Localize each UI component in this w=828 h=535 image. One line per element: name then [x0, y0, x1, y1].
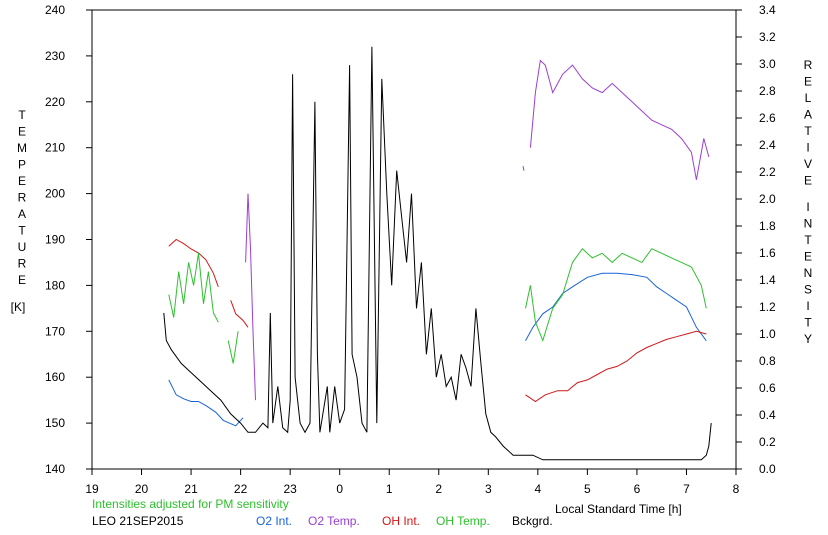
x-tick-label: 8: [733, 482, 740, 496]
right-axis-letter: S: [804, 283, 812, 297]
right-axis-letter: R: [804, 58, 813, 72]
series-line-o2-int: [525, 272, 707, 342]
left-axis-letter: R: [18, 191, 27, 205]
right-axis-letter: N: [804, 266, 813, 280]
left-tick-label: 170: [45, 324, 65, 338]
right-tick-label: 1.4: [759, 273, 776, 287]
left-axis-letter: R: [18, 257, 27, 271]
right-tick-label: 0.4: [759, 408, 776, 422]
left-tick-label: 200: [45, 187, 65, 201]
x-tick-label: 4: [535, 482, 542, 496]
x-tick-label: 21: [184, 482, 198, 496]
x-tick-label: 19: [85, 482, 99, 496]
left-axis-unit: [K]: [11, 300, 26, 314]
right-tick-label: 2.4: [759, 138, 776, 152]
left-axis-letter: P: [18, 158, 26, 172]
series-line-o2-temp: [522, 165, 525, 171]
left-tick-label: 190: [45, 233, 65, 247]
left-tick-label: 150: [45, 416, 65, 430]
series-line-oh-temp: [525, 247, 707, 342]
right-tick-label: 1.0: [759, 327, 776, 341]
right-axis-letter: E: [804, 250, 812, 264]
left-tick-label: 160: [45, 370, 65, 384]
right-tick-label: 1.6: [759, 246, 776, 260]
legend-oh-temp: OH Temp.: [436, 514, 490, 528]
series-line-oh-int: [168, 238, 219, 287]
right-axis-letter: V: [804, 157, 812, 171]
pm-sensitivity-note: Intensities adjusted for PM sensitivity: [92, 497, 289, 511]
right-axis-letter: I: [806, 299, 809, 313]
right-tick-label: 0.2: [759, 435, 776, 449]
right-tick-label: 2.6: [759, 111, 776, 125]
left-tick-label: 140: [45, 462, 65, 476]
right-axis-letter: N: [804, 217, 813, 231]
right-axis-letter: Y: [804, 332, 812, 346]
left-tick-label: 240: [45, 3, 65, 17]
series-line-o2-temp: [245, 193, 256, 401]
right-axis-letter: T: [804, 124, 812, 138]
right-axis-letter: L: [805, 91, 812, 105]
right-axis-letter: E: [804, 75, 812, 89]
x-tick-label: 23: [283, 482, 297, 496]
legend-o2-int: O2 Int.: [256, 514, 293, 528]
left-tick-label: 220: [45, 95, 65, 109]
right-tick-label: 0.0: [759, 462, 776, 476]
x-tick-label: 3: [485, 482, 492, 496]
x-axis-ticks: 19 20 21 22 23 0 1 2 3 4 5 6 7 8: [85, 469, 740, 496]
right-axis-letter: I: [806, 200, 809, 214]
left-axis-letter: E: [18, 125, 26, 139]
right-axis-letter: I: [806, 141, 809, 155]
left-axis-letter: U: [18, 240, 27, 254]
right-axis-letter: T: [804, 316, 812, 330]
right-tick-label: 1.2: [759, 300, 776, 314]
left-tick-label: 230: [45, 49, 65, 63]
right-tick-label: 3.2: [759, 30, 776, 44]
series-line-o2-temp: [529, 59, 710, 180]
x-axis-label: Local Standard Time [h]: [555, 502, 682, 516]
right-tick-label: 0.8: [759, 354, 776, 368]
left-axis-letter: A: [18, 207, 26, 221]
left-axis-ticks: 140 150 160 170 180 190 200 210 220 230 240: [45, 3, 92, 476]
series-line-oh-temp: [168, 253, 219, 323]
right-axis-ticks: 0.0 0.2 0.4 0.6 0.8 1.0 1.2 1.4 1.6 1.8 2.0 2.2 2.4 2…: [736, 3, 776, 476]
right-axis-letter: A: [804, 108, 812, 122]
right-tick-label: 0.6: [759, 381, 776, 395]
right-tick-label: 2.2: [759, 165, 776, 179]
station-date-label: LEO 21SEP2015: [92, 514, 184, 528]
right-tick-label: 2.0: [759, 192, 776, 206]
series-layer: [163, 46, 712, 461]
x-tick-label: 2: [435, 482, 442, 496]
right-tick-label: 2.8: [759, 84, 776, 98]
series-line-bckgrd: [163, 46, 712, 461]
left-axis-letter: M: [17, 141, 27, 155]
right-tick-label: 3.4: [759, 3, 776, 17]
x-tick-label: 22: [234, 482, 248, 496]
x-tick-label: 0: [336, 482, 343, 496]
left-axis-letter: T: [18, 224, 26, 238]
x-tick-label: 5: [584, 482, 591, 496]
left-tick-label: 180: [45, 278, 65, 292]
series-line-oh-int: [230, 300, 249, 328]
series-line-o2-int: [168, 379, 244, 427]
x-tick-label: 1: [386, 482, 393, 496]
legend-oh-int: OH Int.: [382, 514, 421, 528]
right-axis-letter: E: [804, 174, 812, 188]
x-tick-label: 20: [135, 482, 149, 496]
series-line-oh-int: [525, 330, 707, 403]
right-axis-letter: T: [804, 233, 812, 247]
legend-background: Bckgrd.: [512, 514, 553, 528]
left-axis-letter: T: [18, 108, 26, 122]
x-tick-label: 6: [634, 482, 641, 496]
series-line-oh-temp: [227, 331, 239, 364]
right-tick-label: 1.8: [759, 219, 776, 233]
left-tick-label: 210: [45, 141, 65, 155]
right-tick-label: 3.0: [759, 57, 776, 71]
left-axis-letter: E: [18, 174, 26, 188]
x-tick-label: 7: [683, 482, 690, 496]
legend-o2-temp: O2 Temp.: [308, 514, 360, 528]
left-axis-letter: E: [18, 273, 26, 287]
